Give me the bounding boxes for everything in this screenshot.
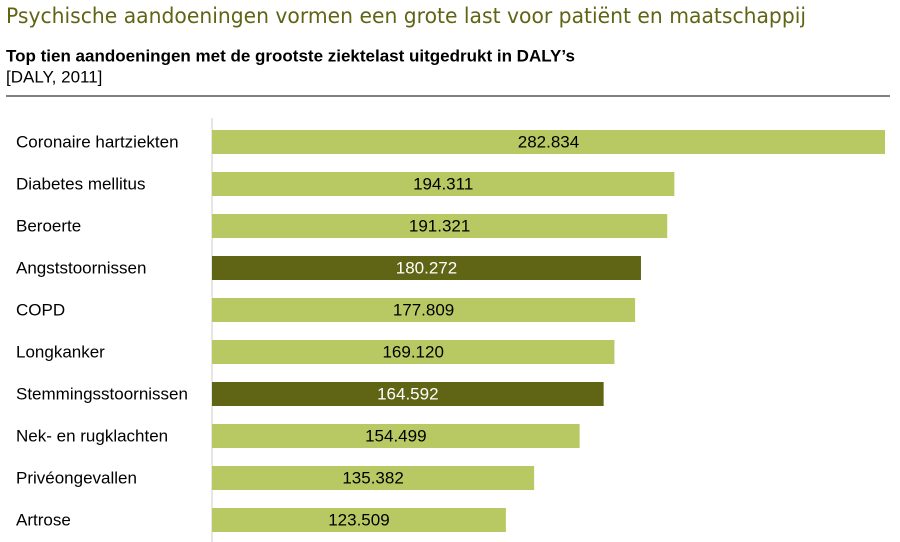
chart-subtitle: Top tien aandoeningen met de grootste zi… [6,46,575,65]
bar [212,382,604,406]
value-label: 191.321 [409,216,470,235]
category-label: Longkanker [16,342,105,361]
value-label: 135.382 [342,468,403,487]
value-label: 123.509 [328,510,389,529]
category-label: Beroerte [16,216,81,235]
source: [DALY, 2011] [6,67,102,86]
value-label: 154.499 [365,426,426,445]
value-label: 282.834 [518,132,579,151]
bar [212,298,636,322]
chart-title: Psychische aandoeningen vormen een grote… [6,4,806,28]
bar [212,340,615,364]
bar [212,424,580,448]
category-label: Artrose [16,510,71,529]
value-label: 180.272 [396,258,457,277]
bar [212,130,885,154]
category-label: Stemmingsstoornissen [16,384,188,403]
category-label: Privéongevallen [16,468,137,487]
bar [212,466,535,490]
category-label: Diabetes mellitus [16,174,145,193]
bar [212,508,506,532]
category-label: Coronaire hartziekten [16,132,179,151]
category-label: Nek- en rugklachten [16,426,168,445]
value-label: 169.120 [382,342,443,361]
bar [212,172,675,196]
value-label: 194.311 [413,174,473,193]
bar [212,256,641,280]
category-label: COPD [16,300,65,319]
value-label: 164.592 [377,384,438,403]
bar [212,214,668,238]
value-label: 177.809 [393,300,454,319]
category-label: Angststoornissen [16,258,146,277]
